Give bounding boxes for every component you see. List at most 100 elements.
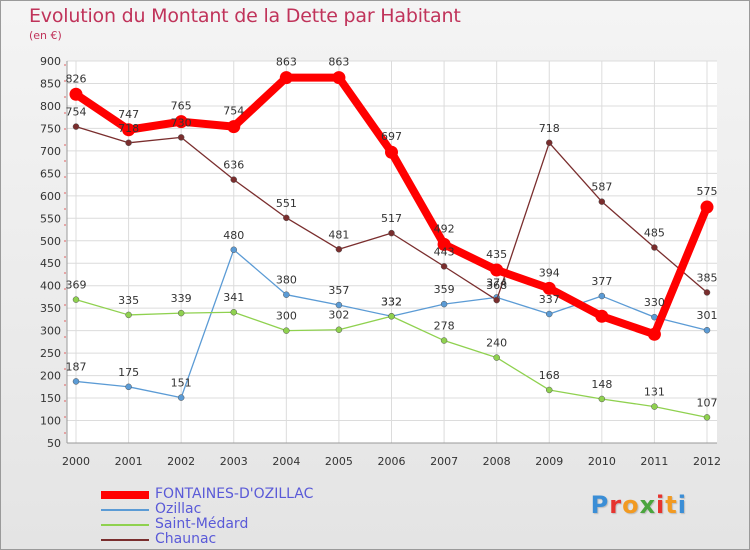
- data-point-ozillac: [283, 291, 290, 298]
- y-tick-label: 400: [40, 280, 61, 293]
- data-label-saint-medard: 335: [118, 294, 139, 307]
- x-tick-label: 2000: [62, 455, 90, 468]
- data-label-ozillac: 175: [118, 366, 139, 379]
- legend-item-saint-medard: Saint-Médard: [101, 517, 313, 532]
- data-label-ozillac: 380: [276, 274, 297, 287]
- y-tick-label: 650: [40, 167, 61, 180]
- x-tick-label: 2006: [378, 455, 406, 468]
- data-point-fontaines: [490, 263, 504, 277]
- legend: FONTAINES-D'OZILLAC Ozillac Saint-Médard…: [101, 487, 313, 547]
- data-label-ozillac: 480: [223, 229, 244, 242]
- data-point-ozillac: [440, 300, 448, 308]
- x-tick-label: 2002: [167, 455, 195, 468]
- data-label-chaunac: 636: [223, 159, 244, 172]
- x-tick-label: 2007: [430, 455, 458, 468]
- data-label-chaunac: 551: [276, 197, 297, 210]
- logo-letter: i: [656, 491, 666, 519]
- logo-letter: P: [590, 491, 610, 519]
- y-tick-label: 900: [40, 55, 61, 68]
- data-point-saint-medard: [388, 313, 395, 320]
- data-label-ozillac: 332: [381, 295, 402, 308]
- data-point-ozillac: [335, 301, 343, 309]
- data-label-saint-medard: 168: [539, 369, 560, 382]
- logo-letter: o: [622, 491, 640, 519]
- y-tick-label: 850: [40, 77, 61, 90]
- chart-title: Evolution du Montant de la Dette par Hab…: [29, 5, 461, 27]
- y-tick-label: 250: [40, 347, 61, 360]
- legend-item-fontaines: FONTAINES-D'OZILLAC: [101, 487, 313, 502]
- data-label-chaunac: 368: [486, 279, 507, 292]
- data-point-fontaines: [69, 87, 83, 101]
- data-label-fontaines: 747: [118, 108, 139, 121]
- data-point-chaunac: [546, 139, 553, 147]
- data-point-ozillac: [177, 394, 185, 401]
- data-point-saint-medard: [72, 296, 80, 303]
- y-tick-label: 550: [40, 212, 61, 225]
- y-tick-label: 750: [40, 122, 61, 135]
- legend-swatch-chaunac: [101, 538, 149, 541]
- proxiti-logo: Proxiti: [591, 491, 687, 519]
- data-point-chaunac: [177, 134, 185, 141]
- data-label-chaunac: 481: [328, 228, 349, 241]
- data-point-chaunac: [493, 296, 500, 304]
- y-tick-label: 500: [40, 235, 61, 248]
- legend-label-chaunac: Chaunac: [155, 531, 217, 547]
- data-point-saint-medard: [440, 337, 448, 344]
- data-label-saint-medard: 302: [328, 309, 349, 322]
- data-point-saint-medard: [546, 386, 553, 394]
- legend-label-saint-medard: Saint-Médard: [155, 516, 249, 532]
- data-label-fontaines: 697: [381, 130, 402, 143]
- data-label-ozillac: 301: [697, 309, 718, 322]
- legend-item-chaunac: Chaunac: [101, 532, 313, 547]
- logo-letter: i: [677, 491, 687, 519]
- data-point-saint-medard: [493, 354, 500, 361]
- data-label-fontaines: 863: [276, 56, 297, 69]
- unit-label: (en €): [29, 29, 62, 42]
- data-label-saint-medard: 339: [171, 292, 192, 305]
- logo-letter: x: [639, 491, 657, 519]
- data-point-saint-medard: [598, 395, 606, 403]
- x-tick-label: 2011: [640, 455, 668, 468]
- data-label-fontaines: 435: [486, 248, 507, 261]
- legend-label-fontaines: FONTAINES-D'OZILLAC: [155, 486, 314, 502]
- data-point-fontaines: [437, 237, 451, 251]
- data-label-ozillac: 377: [591, 275, 612, 288]
- data-label-saint-medard: 300: [276, 310, 297, 323]
- y-tick-label: 700: [40, 145, 61, 158]
- data-point-fontaines: [174, 115, 188, 129]
- data-point-chaunac: [335, 246, 343, 253]
- data-point-chaunac: [72, 123, 80, 130]
- data-point-saint-medard: [283, 327, 290, 334]
- data-point-chaunac: [283, 214, 290, 222]
- data-point-chaunac: [440, 263, 448, 270]
- data-label-ozillac: 359: [434, 283, 455, 296]
- x-tick-label: 2001: [115, 455, 143, 468]
- x-tick-label: 2012: [693, 455, 721, 468]
- data-label-fontaines: 826: [66, 72, 87, 85]
- data-label-fontaines: 492: [434, 222, 455, 235]
- x-tick-label: 2003: [220, 455, 248, 468]
- data-label-ozillac: 187: [66, 360, 87, 373]
- data-label-ozillac: 374: [486, 276, 507, 289]
- y-tick-label: 150: [40, 392, 61, 405]
- data-point-fontaines: [279, 71, 293, 85]
- data-label-chaunac: 718: [118, 122, 139, 135]
- data-label-saint-medard: 240: [486, 337, 507, 350]
- data-point-saint-medard: [177, 309, 185, 317]
- data-label-fontaines: 765: [171, 100, 192, 113]
- data-label-chaunac: 587: [591, 181, 612, 194]
- data-label-chaunac: 730: [171, 116, 192, 129]
- data-label-chaunac: 754: [66, 106, 87, 119]
- data-point-ozillac: [230, 246, 237, 254]
- data-point-saint-medard: [703, 414, 711, 421]
- data-point-fontaines: [332, 71, 346, 85]
- data-label-ozillac: 337: [539, 293, 560, 306]
- data-point-saint-medard: [125, 311, 132, 319]
- data-label-ozillac: 330: [644, 296, 665, 309]
- data-point-saint-medard: [230, 308, 237, 316]
- data-label-saint-medard: 148: [591, 378, 612, 391]
- legend-swatch-fontaines: [101, 490, 149, 499]
- logo-letter: r: [609, 491, 623, 519]
- legend-swatch-ozillac: [101, 508, 149, 511]
